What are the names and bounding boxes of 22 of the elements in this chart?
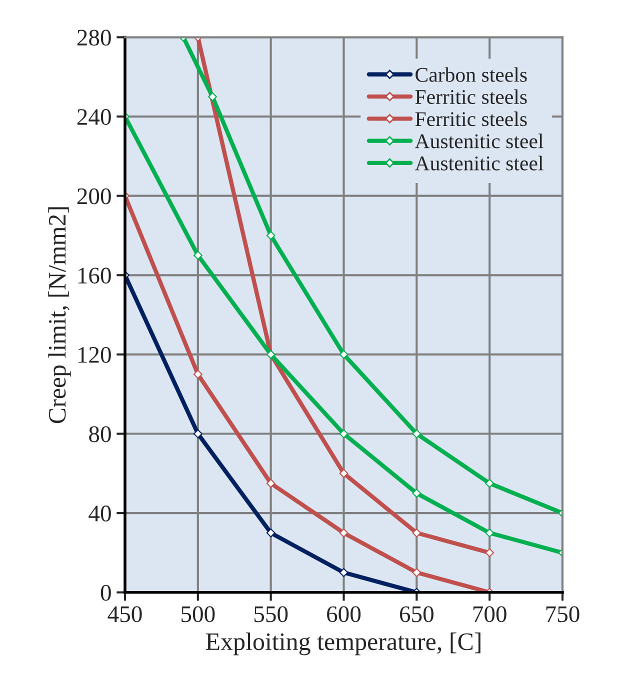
- x-tick-label: 600: [327, 606, 361, 622]
- x-tick-label: 750: [546, 606, 580, 622]
- legend-label: Ferritic steels: [415, 112, 527, 126]
- x-tick-label: 500: [182, 606, 215, 622]
- legend-label: Austenitic steel: [414, 156, 544, 170]
- y-tick-label: 160: [78, 268, 111, 284]
- y-tick-label: 40: [88, 506, 111, 522]
- x-tick-label: 700: [473, 606, 506, 622]
- x-tick-label: 550: [254, 606, 288, 622]
- legend-label: Austenitic steel: [414, 134, 544, 148]
- x-axis-title: Exploiting temperature, [C]: [206, 632, 480, 656]
- y-tick-label: 280: [77, 30, 111, 46]
- y-tick-label: 200: [77, 188, 111, 204]
- legend-label: Carbon steels: [416, 67, 527, 82]
- legend-label: Ferritic steels: [415, 89, 527, 104]
- y-axis-title: Creep limit, [N/mm2]: [48, 207, 71, 424]
- y-tick-label: 80: [89, 426, 111, 442]
- y-tick-label: 120: [78, 346, 111, 363]
- y-tick-label: 240: [77, 109, 111, 125]
- x-tick-label: 650: [400, 606, 434, 622]
- x-tick-label: 450: [108, 606, 142, 622]
- y-tick-label: 0: [100, 584, 111, 601]
